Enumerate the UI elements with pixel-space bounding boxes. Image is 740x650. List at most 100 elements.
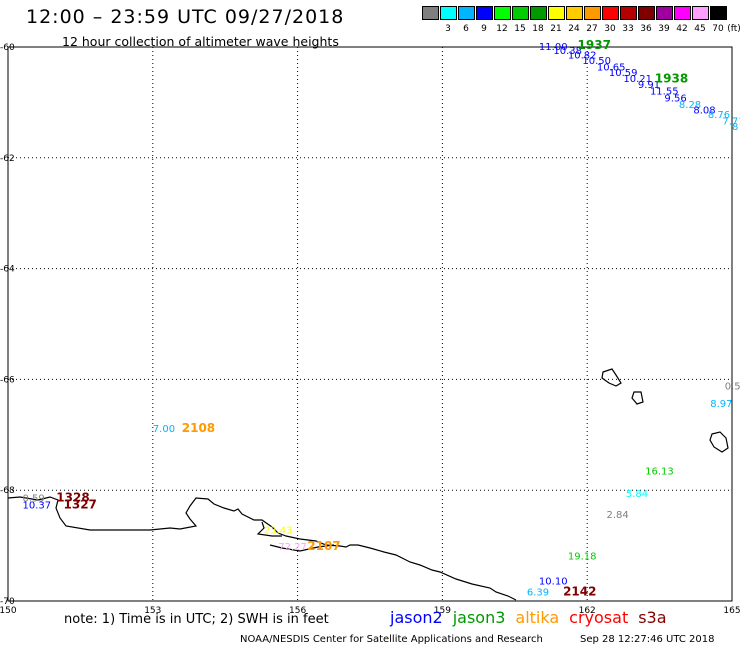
scale-label: 12: [496, 24, 508, 34]
swh-value: 8: [732, 122, 738, 133]
swh-value: 11.00: [539, 42, 568, 53]
scale-swatch: [638, 6, 655, 20]
scale-label: 30: [604, 24, 616, 34]
satellite-name: altika: [515, 608, 560, 627]
scale-label: 3: [445, 24, 451, 34]
scale-label: 18: [532, 24, 544, 34]
swh-value: 10.82: [568, 51, 597, 62]
scale-swatch: [440, 6, 457, 20]
swh-value: 10.21: [623, 74, 652, 85]
satellite-name: s3a: [638, 608, 667, 627]
satellite-name: jason2: [390, 608, 443, 627]
pass-time: 1938: [655, 71, 688, 85]
coastline: [7, 368, 729, 601]
latitude-label: -66: [0, 375, 15, 385]
swh-value: 0.59: [22, 493, 44, 504]
units-note: note: 1) Time is in UTC; 2) SWH is in fe…: [64, 612, 329, 627]
scale-swatch: [458, 6, 475, 20]
wave-height-observations: 11.0010.3810.8210.5010.6510.5910.219.911…: [22, 42, 740, 599]
map-subtitle: 12 hour collection of altimeter wave hei…: [62, 34, 339, 49]
swh-value: 7.71: [722, 117, 740, 128]
satellite-legend: jason2 jason3 altika cryosat s3a: [390, 608, 677, 627]
swh-value: 11.55: [650, 87, 679, 98]
coastal-inlet: [256, 521, 282, 537]
scale-unit: (ft): [727, 24, 740, 34]
scale-label: 33: [622, 24, 634, 34]
scale-swatch: [494, 6, 511, 20]
scale-swatch: [602, 6, 619, 20]
satellite-name: cryosat: [569, 608, 629, 627]
swh-value: 9.91: [638, 80, 660, 91]
swh-value: 8.97: [710, 399, 732, 410]
swh-value: 6.39: [527, 587, 549, 598]
scale-label: 45: [694, 24, 706, 34]
swh-value: 9.56: [664, 93, 686, 104]
latitude-labels: -60 -62 -64 -66 -68 -70: [0, 43, 15, 607]
scale-label: 6: [463, 24, 469, 34]
scale-swatch: [710, 6, 727, 20]
graticule: [8, 47, 732, 601]
credit-line: NOAA/NESDIS Center for Satellite Applica…: [240, 634, 543, 645]
longitude-label: 162: [579, 606, 596, 616]
pass-time: 2108: [182, 421, 215, 435]
swh-value: 10.10: [539, 576, 568, 587]
scale-swatch: [656, 6, 673, 20]
swh-value: 16.13: [645, 467, 674, 478]
antarctic-coastline: [7, 496, 517, 601]
latitude-label: -70: [0, 597, 15, 607]
swh-value: 10.65: [597, 62, 626, 73]
pass-time: 2107: [307, 539, 340, 553]
map-frame: [7, 46, 733, 602]
scale-label: 42: [676, 24, 688, 34]
swh-value: 10.37: [22, 500, 51, 511]
swh-value: 5.84: [626, 489, 648, 500]
swh-value: 8.28: [679, 100, 701, 111]
pass-time: 1327: [64, 497, 97, 511]
scale-label: 21: [550, 24, 562, 34]
longitude-label: 159: [434, 606, 451, 616]
swh-value: 8.76: [708, 110, 730, 121]
longitude-label: 156: [289, 606, 306, 616]
swh-value: 7.00: [153, 424, 175, 435]
map-title: 12:00 – 23:59 UTC 09/27/2018: [26, 6, 345, 28]
longitude-label: 153: [144, 606, 161, 616]
scale-swatch: [476, 6, 493, 20]
island-1: [601, 368, 622, 387]
swh-value: 8.08: [693, 105, 715, 116]
satellite-name: jason3: [452, 608, 506, 627]
swh-value: 2.84: [607, 510, 629, 521]
swh-value: 10.59: [609, 68, 638, 79]
pass-time: 1937: [578, 38, 611, 52]
scale-swatch: [548, 6, 565, 20]
island-3: [709, 431, 729, 453]
scale-swatch: [530, 6, 547, 20]
scale-label: 9: [481, 24, 487, 34]
pass-time: 1328: [56, 490, 89, 504]
ice-tongue: [269, 544, 335, 552]
swh-value: 72.27: [278, 542, 307, 553]
scale-label: 15: [514, 24, 526, 34]
latitude-label: -60: [0, 43, 15, 53]
scale-label: 24: [568, 24, 580, 34]
swh-value: 10.38: [553, 46, 582, 57]
scale-swatch: [692, 6, 709, 20]
island-2: [631, 391, 644, 405]
scale-swatch: [566, 6, 583, 20]
generation-timestamp: Sep 28 12:27:46 UTC 2018: [580, 634, 715, 645]
pass-time: 2142: [563, 584, 596, 598]
latitude-label: -62: [0, 154, 15, 164]
longitude-label: 150: [0, 606, 17, 616]
scale-label: 27: [586, 24, 598, 34]
latitude-label: -64: [0, 265, 15, 275]
scale-label: 39: [658, 24, 670, 34]
scale-label: 36: [640, 24, 652, 34]
longitude-labels: 150 153 156 159 162 165: [0, 606, 740, 616]
longitude-label: 165: [723, 606, 740, 616]
swh-value: 10.50: [582, 56, 611, 67]
scale-swatch: [584, 6, 601, 20]
swh-value: 19.18: [568, 551, 597, 562]
scale-label: 70: [712, 24, 724, 34]
swh-value: 0.5: [725, 381, 740, 392]
